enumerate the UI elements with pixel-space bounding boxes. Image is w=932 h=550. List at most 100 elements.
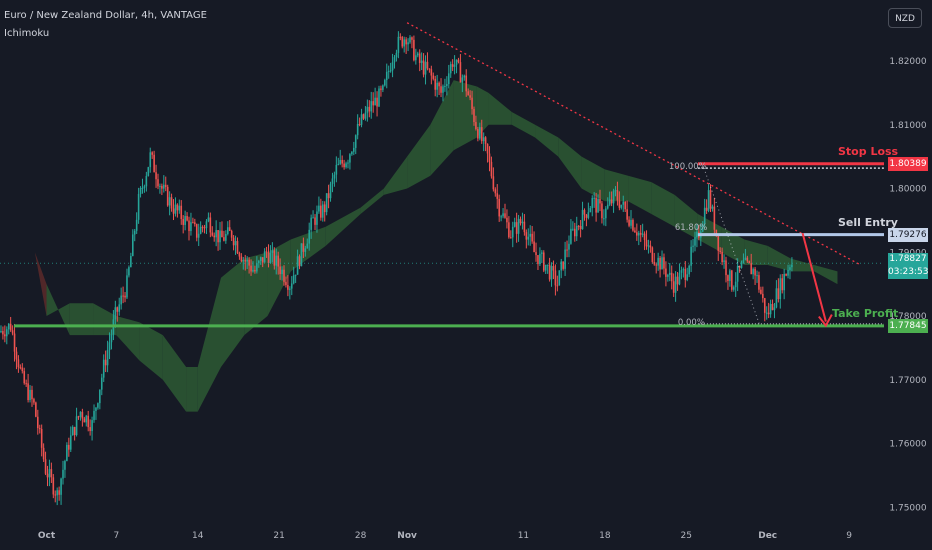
candle-body <box>626 209 628 220</box>
candle-body <box>508 222 510 238</box>
candle-body <box>740 262 743 268</box>
x-tick-label: Nov <box>397 531 417 541</box>
candle-body <box>68 444 70 450</box>
candle-body <box>370 101 373 112</box>
candle-body <box>83 418 86 423</box>
candle-body <box>87 415 90 428</box>
candle-body <box>252 269 254 272</box>
candle-body <box>261 257 264 263</box>
candle-body <box>688 265 690 275</box>
candle-body <box>591 198 594 209</box>
candle-body <box>436 82 438 90</box>
y-tick-label: 1.80000 <box>889 185 926 195</box>
candle-body <box>192 222 194 224</box>
candle-body <box>225 233 227 241</box>
stop-price-box: 1.80389 <box>888 156 928 171</box>
candle-body <box>703 207 706 225</box>
candle-body <box>197 233 200 238</box>
candle-body <box>742 260 745 263</box>
candle-body <box>285 281 287 286</box>
candle-body <box>207 217 210 222</box>
candle-body <box>275 255 278 266</box>
candle-body <box>552 266 555 271</box>
candle-body <box>777 288 780 300</box>
candle-body <box>401 37 404 47</box>
candle-body <box>432 75 435 79</box>
candle-body <box>498 198 500 217</box>
candle-body <box>248 259 250 266</box>
candle-body <box>258 260 260 264</box>
candle-body <box>467 91 469 96</box>
candle-body <box>725 260 727 276</box>
candle-body <box>525 232 528 240</box>
candle-body <box>721 251 723 263</box>
candle-body <box>33 399 35 403</box>
candle-body <box>787 269 789 276</box>
candle-body <box>542 252 545 271</box>
candle-body <box>492 176 495 190</box>
candle-body <box>46 473 49 478</box>
candle-body <box>345 163 347 168</box>
candle-body <box>71 426 74 436</box>
candle-body <box>643 233 646 241</box>
candle-body <box>738 265 741 268</box>
cloud-segment <box>34 252 47 316</box>
candle-body <box>242 260 245 262</box>
candle-body <box>339 159 342 164</box>
candle-body <box>781 278 784 291</box>
y-tick-label: 1.81000 <box>889 121 926 131</box>
candle-body <box>64 461 66 470</box>
cloud-segment <box>430 80 454 176</box>
candle-body <box>630 219 632 226</box>
candle-body <box>81 411 84 419</box>
candle-body <box>267 252 270 264</box>
candle-body <box>114 307 117 320</box>
candle-body <box>566 249 568 251</box>
candle-body <box>42 447 45 460</box>
x-tick-label: 28 <box>355 531 367 541</box>
candle-body <box>52 477 55 495</box>
indicator-label[interactable]: Ichimoku <box>4 28 50 39</box>
candle-body <box>496 193 499 199</box>
currency-button[interactable]: NZD <box>888 8 922 28</box>
cloud-segment <box>407 124 431 189</box>
x-tick-label: Oct <box>38 531 56 541</box>
candle-body <box>554 270 557 286</box>
candle-body <box>661 257 663 270</box>
candle-body <box>321 204 324 218</box>
candle-body <box>161 185 163 189</box>
cloud-segment <box>721 226 745 265</box>
candle-body <box>531 233 533 242</box>
candle-body <box>451 64 454 67</box>
candle-body <box>411 37 413 40</box>
candle-body <box>459 62 462 83</box>
candle-body <box>511 226 514 238</box>
candle-body <box>149 152 152 168</box>
candle-body <box>60 478 62 495</box>
y-tick-label: 1.77000 <box>889 376 926 386</box>
candle-body <box>637 232 640 236</box>
candle-body <box>418 53 421 63</box>
candle-body <box>597 199 599 213</box>
candle-body <box>758 275 760 290</box>
candle-body <box>614 190 617 192</box>
candle-body <box>734 281 737 288</box>
candle-body <box>636 232 638 236</box>
cloud-segment <box>325 207 361 246</box>
candle-body <box>415 55 417 61</box>
y-tick-label: 1.76000 <box>889 440 926 450</box>
candle-body <box>655 264 658 266</box>
candle-body <box>372 101 374 106</box>
candle-body <box>302 243 305 252</box>
y-tick-label: 1.78000 <box>889 312 926 322</box>
candle-body <box>692 245 694 247</box>
candle-body <box>513 222 516 227</box>
candle-body <box>548 264 551 280</box>
candle-body <box>73 426 76 436</box>
candle-body <box>122 295 124 297</box>
candle-body <box>407 42 409 45</box>
candle-body <box>292 275 295 284</box>
candle-body <box>471 97 473 110</box>
candle-body <box>717 235 720 251</box>
